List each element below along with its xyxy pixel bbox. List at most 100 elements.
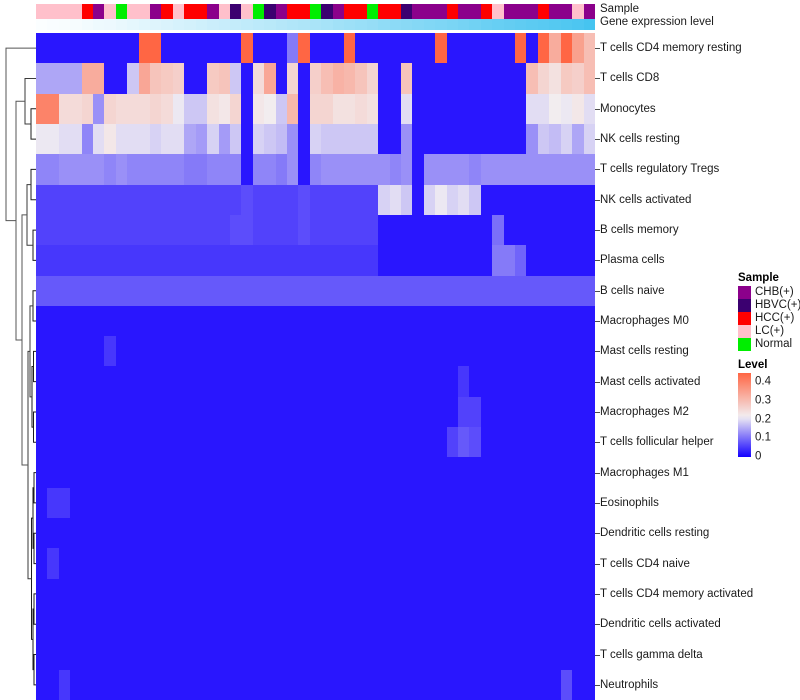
heatmap-cell — [572, 245, 584, 276]
heatmap-cell — [286, 214, 299, 246]
heatmap-cell — [321, 33, 333, 64]
heatmap-cell — [321, 336, 333, 367]
heatmap-cell — [492, 608, 504, 640]
sample-annotation-cell — [515, 4, 527, 19]
heatmap-cell — [309, 427, 322, 458]
heatmap-cell — [218, 548, 230, 579]
heatmap-cell — [560, 154, 573, 185]
heatmap-cell — [423, 63, 436, 94]
heatmap-cell — [423, 639, 436, 670]
heatmap-cell — [526, 608, 538, 640]
heatmap-cell — [309, 305, 322, 337]
heatmap-cell — [378, 123, 390, 155]
heatmap-cell — [469, 214, 481, 246]
sample-annotation-cell — [195, 4, 208, 19]
heatmap-cell — [229, 123, 242, 155]
heatmap-cell — [241, 305, 253, 337]
heatmap-cell — [70, 487, 82, 518]
heatmap-cell — [252, 275, 265, 306]
heatmap-cell — [537, 63, 550, 94]
heatmap-cell — [401, 123, 413, 155]
heatmap-cell — [583, 123, 595, 155]
heatmap-cell — [218, 669, 230, 700]
heatmap-cell — [127, 396, 139, 428]
heatmap-cell — [252, 63, 265, 94]
heatmap-row — [36, 548, 595, 579]
heatmap-cell — [549, 184, 561, 215]
heatmap-cell — [36, 305, 48, 337]
heatmap-cell — [47, 427, 59, 458]
heatmap-cell — [241, 123, 253, 155]
heatmap-cell — [423, 457, 436, 488]
heatmap-cell — [138, 518, 151, 549]
heatmap-cell — [560, 184, 573, 215]
heatmap-cell — [480, 457, 493, 488]
heatmap-cell — [503, 245, 516, 276]
heatmap-cell — [572, 518, 584, 549]
heatmap-cell — [378, 245, 390, 276]
heatmap-cell — [480, 184, 493, 215]
heatmap-cell — [229, 427, 242, 458]
heatmap-cell — [560, 396, 573, 428]
heatmap-cell — [184, 275, 196, 306]
heatmap-cell — [503, 396, 516, 428]
heatmap-cell — [36, 123, 48, 155]
heatmap-cell — [389, 184, 401, 215]
heatmap-cell — [549, 487, 561, 518]
heatmap-cell — [560, 639, 573, 670]
heatmap-cell — [458, 518, 470, 549]
heatmap-cell — [115, 427, 128, 458]
heatmap-cell — [161, 457, 173, 488]
heatmap-cell — [537, 123, 550, 155]
row-label: T cells gamma delta — [600, 648, 703, 661]
heatmap-cell — [138, 487, 151, 518]
heatmap-cell — [355, 457, 367, 488]
heatmap-cell — [241, 33, 253, 64]
heatmap-cell — [435, 275, 447, 306]
heatmap-cell — [138, 578, 151, 609]
heatmap-cell — [343, 275, 356, 306]
heatmap-cell — [93, 123, 105, 155]
heatmap-cell — [184, 63, 196, 94]
heatmap-cell — [366, 336, 379, 367]
heatmap-cell — [207, 578, 219, 609]
heatmap-cell — [36, 457, 48, 488]
heatmap-cell — [47, 93, 59, 124]
heatmap-cell — [81, 457, 94, 488]
heatmap-cell — [81, 245, 94, 276]
heatmap-cell — [355, 336, 367, 367]
heatmap-cell — [435, 154, 447, 185]
heatmap-cell — [252, 154, 265, 185]
heatmap-cell — [241, 336, 253, 367]
heatmap-cell — [583, 93, 595, 124]
heatmap-cell — [332, 123, 344, 155]
heatmap-cell — [446, 578, 459, 609]
heatmap-cell — [172, 457, 185, 488]
heatmap-cell — [378, 487, 390, 518]
gene-expression-annotation-cell — [480, 19, 493, 30]
heatmap-cell — [58, 93, 71, 124]
legend-color-swatch — [738, 286, 751, 299]
heatmap-cell — [366, 608, 379, 640]
heatmap-cell — [195, 305, 208, 337]
gene-expression-annotation-cell — [343, 19, 356, 30]
heatmap-cell — [286, 154, 299, 185]
heatmap-cell — [389, 396, 401, 428]
heatmap-cell — [492, 214, 504, 246]
heatmap-cell — [207, 548, 219, 579]
heatmap-cell — [93, 63, 105, 94]
heatmap-cell — [184, 184, 196, 215]
heatmap-cell — [36, 63, 48, 94]
row-tick-mark — [595, 593, 600, 595]
heatmap-cell — [515, 457, 527, 488]
heatmap-cell — [526, 33, 538, 64]
heatmap-cell — [355, 487, 367, 518]
heatmap-cell — [138, 123, 151, 155]
heatmap-cell — [252, 578, 265, 609]
heatmap-cell — [572, 275, 584, 306]
heatmap-cell — [93, 578, 105, 609]
heatmap-cell — [58, 578, 71, 609]
heatmap-cell — [366, 518, 379, 549]
heatmap-cell — [435, 184, 447, 215]
gene-expression-annotation-cell — [47, 19, 59, 30]
